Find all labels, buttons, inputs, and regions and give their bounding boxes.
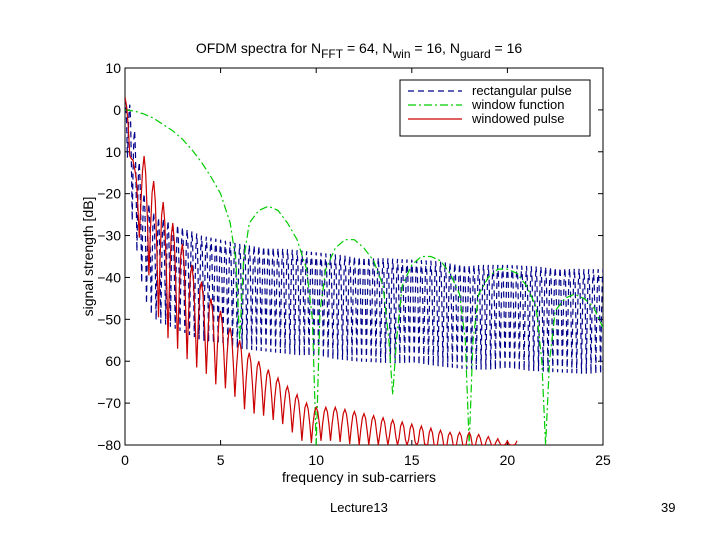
series-line-2	[125, 97, 518, 445]
chart-title: OFDM spectra for NFFT = 64, Nwin = 16, N…	[196, 40, 523, 61]
y-tick-label: −20	[97, 186, 121, 202]
series-line-0	[125, 97, 603, 374]
legend-label-2: windowed pulse	[471, 111, 565, 126]
footer-lecture-label: Lecture13	[330, 500, 388, 515]
x-axis-label: frequency in sub-carriers	[282, 469, 436, 485]
y-tick-label: 0	[113, 102, 121, 118]
page-number: 39	[661, 500, 676, 515]
x-tick-label: 20	[500, 452, 516, 468]
series-line-1	[125, 109, 603, 445]
y-tick-label: −80	[97, 437, 121, 453]
x-tick-label: 15	[404, 452, 420, 468]
legend-label-0: rectangular pulse	[472, 83, 572, 98]
x-tick-label: 0	[121, 452, 129, 468]
y-tick-label: −50	[97, 311, 121, 327]
y-tick-label: 60	[105, 353, 121, 369]
y-axis-label: signal strength [dB]	[80, 197, 96, 317]
x-tick-label: 10	[308, 452, 324, 468]
y-tick-label: −30	[97, 228, 121, 244]
y-tick-label: −40	[97, 269, 121, 285]
x-tick-label: 5	[217, 452, 225, 468]
y-tick-label: −70	[97, 395, 121, 411]
legend-label-1: window function	[471, 97, 565, 112]
legend-box	[399, 79, 591, 137]
x-tick-label: 25	[595, 452, 611, 468]
y-tick-label: 10	[105, 60, 121, 76]
y-tick-label: 10	[105, 144, 121, 160]
